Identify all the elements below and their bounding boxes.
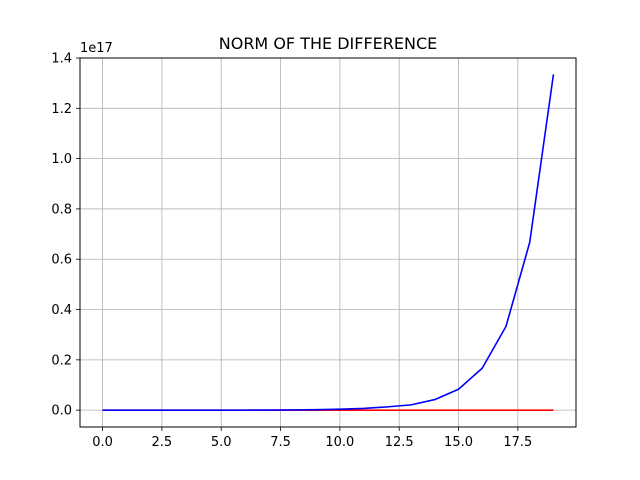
y-tick-label: 0.6 [51, 253, 72, 268]
plot-area [80, 58, 576, 427]
x-tick-label: 15.0 [444, 435, 473, 450]
x-tick-label: 17.5 [503, 435, 532, 450]
chart-title: NORM OF THE DIFFERENCE [219, 34, 437, 53]
x-tick-label: 12.5 [385, 435, 414, 450]
y-tick-label: 0.8 [51, 202, 72, 217]
y-tick-label: 1.4 [51, 52, 72, 67]
x-tick-label: 7.5 [270, 435, 291, 450]
series-layer [102, 74, 555, 411]
x-tick-label: 0.0 [92, 435, 113, 450]
y-tick-label: 0.4 [51, 303, 72, 318]
y-tick-label: 1.0 [51, 152, 72, 167]
x-tick-label: 2.5 [152, 435, 173, 450]
series-line-blue [102, 74, 555, 411]
x-tick-label: 5.0 [211, 435, 232, 450]
ticks: 0.0 2.5 5.0 7.5 10.0 12.5 15.0 17.5 0.0 0.2 0.4 0.6… [51, 52, 532, 451]
y-tick-label: 1.2 [51, 102, 72, 117]
y-tick-label: 0.2 [51, 353, 72, 368]
x-tick-label: 10.0 [325, 435, 354, 450]
plot-frame [79, 57, 577, 428]
y-offset-label: 1e17 [80, 41, 113, 56]
y-tick-label: 0.0 [51, 404, 72, 419]
